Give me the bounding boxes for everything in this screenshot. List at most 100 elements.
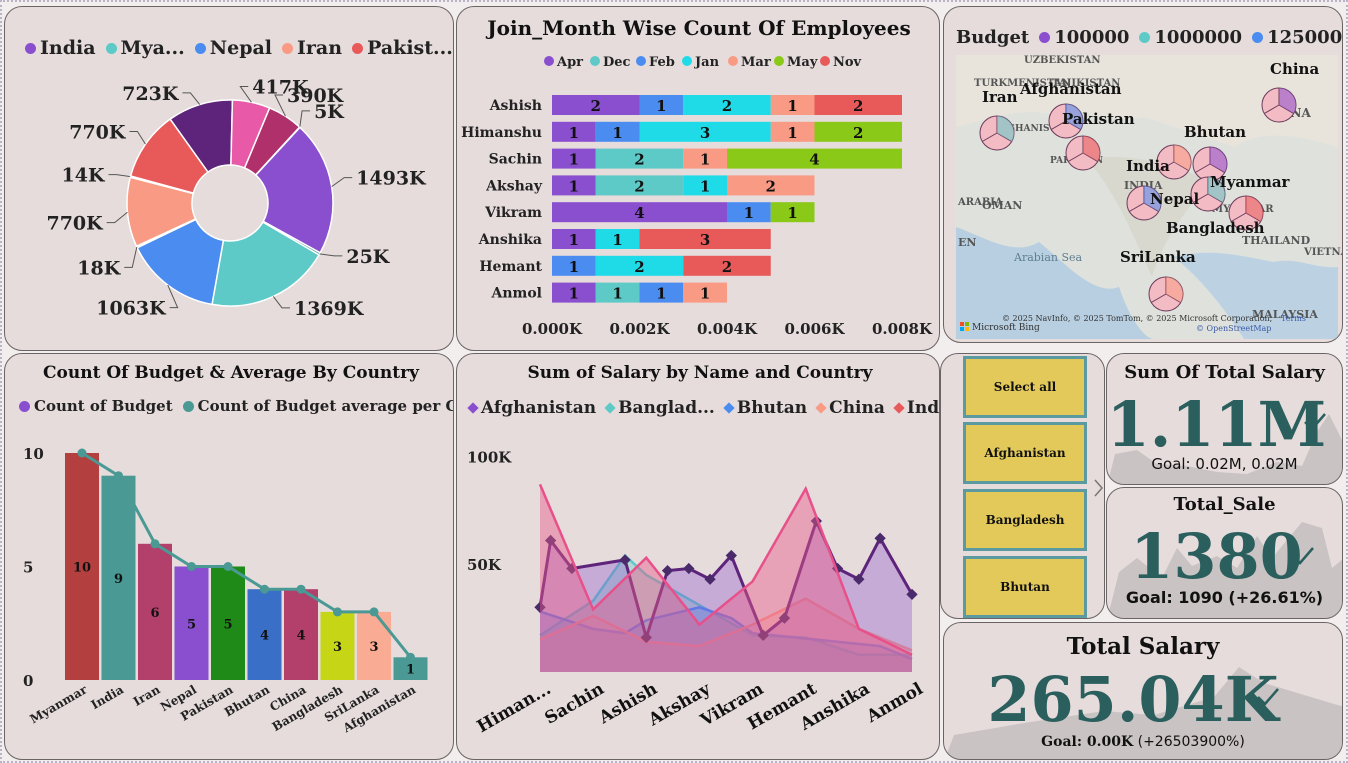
donut-legend-item-nepal[interactable]: Nepal bbox=[194, 37, 272, 59]
donut-slice-11[interactable] bbox=[129, 118, 209, 194]
join-bar-hemant-feb[interactable] bbox=[552, 255, 596, 276]
join-bar-himanshu-jan[interactable] bbox=[639, 121, 771, 142]
salary-point[interactable] bbox=[853, 573, 865, 585]
join-bar-hemant-jan[interactable] bbox=[595, 255, 684, 276]
budget-bar-china[interactable] bbox=[284, 589, 318, 680]
join-bar-himanshu-mar[interactable] bbox=[770, 121, 815, 142]
join-bar-akshay-jan[interactable] bbox=[683, 175, 727, 196]
join-bar-vikram-feb[interactable] bbox=[727, 202, 771, 223]
salary-point[interactable] bbox=[704, 573, 716, 585]
salary-point[interactable] bbox=[874, 532, 886, 544]
join-legend-item-jan[interactable]: Jan bbox=[682, 55, 720, 70]
join-bar-anshika-apr[interactable] bbox=[552, 229, 596, 249]
budget-bar-bhutan[interactable] bbox=[247, 589, 282, 680]
donut-legend-item-india[interactable]: India bbox=[25, 37, 96, 59]
join-bar-vikram-apr[interactable] bbox=[552, 202, 727, 223]
map-bubble-9[interactable] bbox=[1148, 276, 1184, 312]
join-bar-ashish-nov[interactable] bbox=[814, 95, 903, 115]
join-bar-sachin-mar[interactable] bbox=[683, 148, 727, 169]
donut-legend[interactable]: India Mya... Nepal Iran Pakist... bbox=[25, 37, 453, 59]
salary-line-bhutan[interactable] bbox=[539, 606, 913, 661]
slicer-bangladesh[interactable]: Bangladesh bbox=[963, 489, 1087, 551]
map-bubble-7[interactable] bbox=[1126, 185, 1162, 221]
donut-legend-item-pakist[interactable]: Pakist... bbox=[352, 37, 453, 59]
budget-bar-afghanistan[interactable] bbox=[393, 657, 428, 680]
slicer-bhutan[interactable]: Bhutan bbox=[963, 556, 1087, 618]
map-bubble-4[interactable] bbox=[1156, 144, 1192, 180]
map-bubble-3[interactable] bbox=[1065, 135, 1101, 171]
donut-slice-6[interactable] bbox=[211, 221, 321, 307]
budget-average-point[interactable] bbox=[114, 471, 123, 481]
salary-legend-item-banglad[interactable]: Banglad... bbox=[604, 398, 715, 418]
salary-point[interactable] bbox=[778, 612, 791, 624]
donut-slice-4[interactable] bbox=[254, 126, 334, 254]
salary-legend-item-china[interactable]: China bbox=[815, 398, 885, 418]
budget-average-point[interactable] bbox=[223, 562, 233, 571]
join-bar-himanshu-feb[interactable] bbox=[595, 121, 640, 142]
join-bar-akshay-dec[interactable] bbox=[595, 175, 684, 196]
salary-line-banglad[interactable] bbox=[539, 553, 912, 656]
join-bar-sachin-dec[interactable] bbox=[595, 148, 684, 169]
join-legend-item-may[interactable]: May bbox=[774, 55, 818, 70]
budget-bar-nepal[interactable] bbox=[174, 566, 209, 681]
budget-average-point[interactable] bbox=[369, 607, 379, 617]
budget-average-line[interactable] bbox=[81, 451, 412, 659]
map-legend-item-100000[interactable]: 100000 bbox=[1039, 27, 1129, 48]
join-bar-anshika-jan[interactable] bbox=[595, 229, 640, 249]
salary-point[interactable] bbox=[544, 534, 557, 547]
join-bar-sachin-may[interactable] bbox=[727, 148, 902, 169]
budget-legend[interactable]: Count of Budget Count of Budget average p… bbox=[19, 397, 453, 415]
join-bar-himanshu-may[interactable] bbox=[814, 121, 903, 142]
map-bubble-6[interactable] bbox=[1190, 176, 1226, 212]
map-bubble-8[interactable] bbox=[1228, 195, 1264, 231]
salary-line-afghanistan[interactable] bbox=[538, 516, 914, 643]
slicer-afghanistan[interactable]: Afghanistan bbox=[963, 422, 1087, 484]
budget-legend-item-count-of-budget[interactable]: Count of Budget bbox=[19, 397, 173, 415]
join-bar-anmol-feb[interactable] bbox=[639, 282, 684, 303]
salary-legend-item-bhutan[interactable]: Bhutan bbox=[723, 398, 807, 418]
join-bar-anmol-mar[interactable] bbox=[683, 282, 727, 303]
map-bubble-5[interactable] bbox=[1192, 146, 1228, 182]
budget-bar-myanmar[interactable] bbox=[65, 453, 99, 680]
donut-legend-item-mya[interactable]: Mya... bbox=[105, 37, 185, 59]
budget-average-point[interactable] bbox=[150, 539, 160, 549]
budget-bar-srilanka[interactable] bbox=[357, 611, 391, 680]
join-bar-anmol-apr[interactable] bbox=[552, 282, 596, 303]
budget-bar-india[interactable] bbox=[101, 475, 136, 680]
salary-point[interactable] bbox=[757, 629, 769, 641]
budget-bar-iran[interactable] bbox=[138, 543, 172, 680]
join-bar-ashish-apr[interactable] bbox=[552, 95, 640, 115]
budget-legend-item-count-of-budget-average-per-cou[interactable]: Count of Budget average per Cou... bbox=[182, 397, 453, 415]
budget-average-point[interactable] bbox=[187, 562, 196, 571]
donut-legend-item-iran[interactable]: Iran bbox=[282, 37, 342, 59]
budget-bar-bangladesh[interactable] bbox=[320, 611, 355, 680]
join-bar-akshay-apr[interactable] bbox=[552, 175, 596, 196]
join-legend-item-apr[interactable]: Apr bbox=[544, 55, 583, 70]
slicer-select-all[interactable]: Select all bbox=[963, 356, 1087, 418]
map-bubble-2[interactable] bbox=[1048, 103, 1084, 139]
join-legend-item-mar[interactable]: Mar bbox=[728, 55, 771, 70]
budget-bar-pakistan[interactable] bbox=[211, 566, 245, 681]
join-bar-sachin-apr[interactable] bbox=[552, 148, 596, 169]
join-bar-anmol-dec[interactable] bbox=[595, 282, 640, 303]
salary-area-afghanistan[interactable] bbox=[540, 521, 912, 672]
join-bar-himanshu-apr[interactable] bbox=[552, 121, 596, 142]
join-bar-ashish-feb[interactable] bbox=[639, 95, 684, 115]
map-bubble-0[interactable] bbox=[1261, 87, 1297, 123]
salary-legend[interactable]: Afghanistan Banglad... Bhutan China India bbox=[467, 398, 939, 418]
join-bar-ashish-jan[interactable] bbox=[683, 95, 771, 115]
map-terms-link[interactable]: Terms bbox=[1281, 314, 1306, 323]
join-bar-akshay-mar[interactable] bbox=[727, 175, 815, 196]
salary-point[interactable] bbox=[725, 549, 737, 562]
join-legend-item-feb[interactable]: Feb bbox=[636, 55, 675, 70]
salary-area-bhutan[interactable] bbox=[540, 607, 912, 672]
join-bar-hemant-nov[interactable] bbox=[683, 255, 771, 276]
map-bubble-1[interactable] bbox=[979, 115, 1015, 151]
salary-line-china[interactable] bbox=[539, 597, 913, 652]
budget-average-point[interactable] bbox=[333, 607, 342, 617]
budget-average-point[interactable] bbox=[296, 584, 306, 594]
join-bar-anshika-nov[interactable] bbox=[639, 229, 771, 249]
slicer-scroll-icon[interactable] bbox=[1093, 478, 1105, 498]
salary-point[interactable] bbox=[619, 554, 631, 566]
